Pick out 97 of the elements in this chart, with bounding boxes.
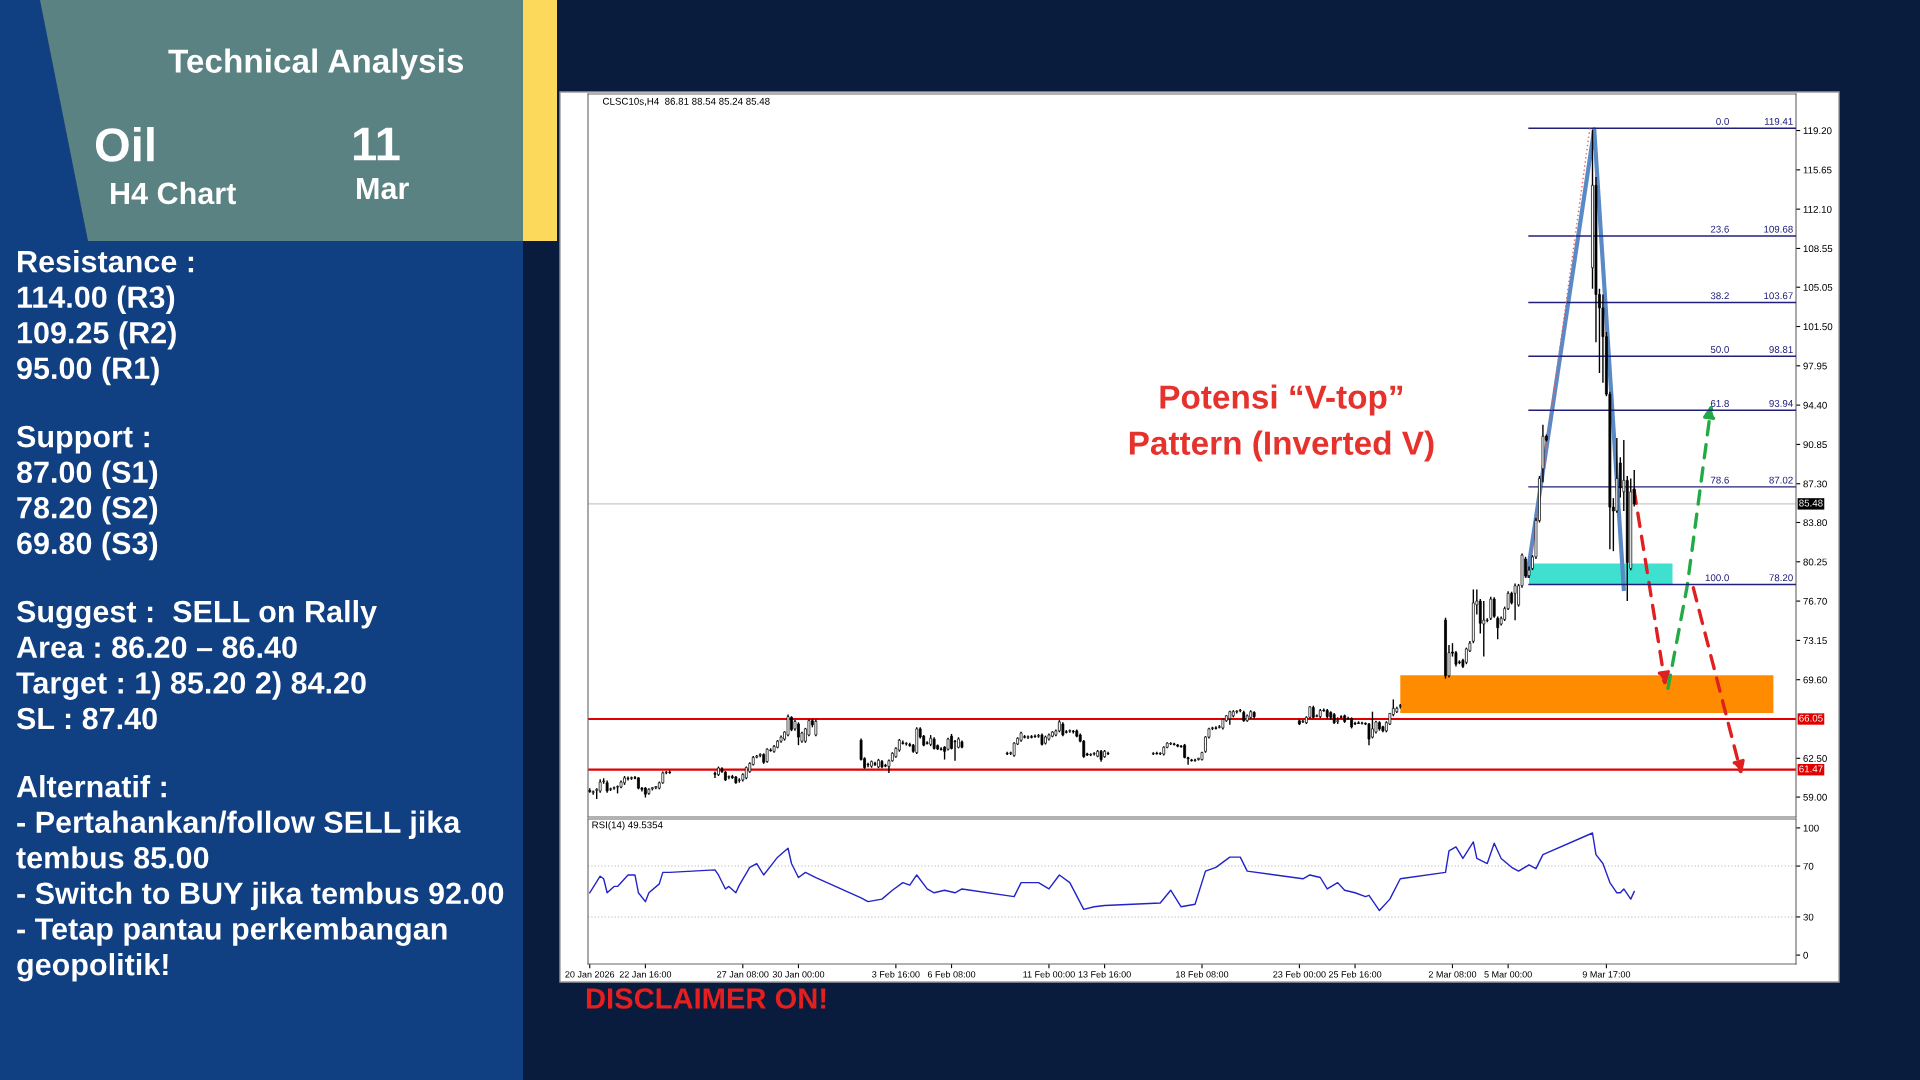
series-label: 100.0	[1705, 574, 1729, 582]
series-label: 50.0	[1710, 346, 1729, 353]
candlestick	[1057, 719, 1061, 733]
y-tick-label: 119.20	[1803, 127, 1832, 135]
candlestick	[790, 715, 793, 732]
y-tick-label: 87.30	[1803, 480, 1827, 488]
candlestick	[1051, 730, 1054, 738]
candlestick	[1444, 617, 1447, 680]
text: Support : 87.00 (S1) 78.20 (S2) 69.80 (S3)	[16, 425, 158, 561]
data-label: 109.68	[1764, 225, 1793, 233]
candlestick	[1492, 596, 1496, 619]
x-tick-label: 3 Feb 16:00	[872, 970, 920, 978]
x-tick-label: 22 Jan 16:00	[619, 971, 672, 978]
x-tick-label: 23 Feb 00:00	[1273, 970, 1326, 978]
series-label: 78.6	[1710, 476, 1729, 484]
data-label: 103.67	[1764, 292, 1793, 300]
x-tick-label: 11 Feb 00:00	[1023, 970, 1075, 978]
candlestick	[644, 786, 647, 799]
y-tick-label: 59.00	[1803, 793, 1827, 801]
candlestick	[1513, 582, 1517, 621]
text: Mar	[357, 177, 409, 200]
x-tick-label: 25 Feb 16:00	[1328, 970, 1382, 978]
series-label: 38.2	[1710, 292, 1729, 300]
candlestick	[870, 759, 873, 769]
y-tick-label: 0	[1803, 951, 1808, 959]
y-tick-label: 83.80	[1803, 519, 1827, 527]
candlestick	[1357, 720, 1360, 725]
y-tick-label: 105.05	[1803, 283, 1833, 291]
x-tick-label: 2 Mar 08:00	[1428, 971, 1477, 978]
candlestick	[1298, 718, 1301, 726]
y-tick-label: 94.40	[1803, 401, 1827, 409]
candlestick	[1489, 595, 1493, 621]
text: H4 Chart	[111, 181, 236, 205]
annotation: Potensi “V-top” Pattern (Inverted V)	[1129, 384, 1434, 462]
y-tick-label: 101.50	[1803, 323, 1833, 331]
x-tick-label: 18 Feb 08:00	[1176, 970, 1229, 978]
candlestick	[1371, 711, 1374, 740]
candlestick	[623, 775, 626, 786]
y-tick-label: 76.70	[1803, 597, 1827, 605]
ref-line-label: 85.48	[1799, 499, 1823, 507]
candlestick	[1030, 734, 1033, 740]
y-tick-label: 62.50	[1803, 755, 1827, 762]
text: Suggest : SELL on Rally Area : 86.20 – 86.40 Target : 1) 85.20 2) 84.20 SL : 87.40	[16, 600, 377, 730]
y-tick-label: 30	[1803, 913, 1814, 921]
candlestick	[1103, 749, 1106, 759]
line-series	[589, 832, 1635, 912]
x-tick-label: 27 Jan 08:00	[717, 971, 769, 978]
candlestick	[637, 776, 640, 791]
text: Technical Analysis	[168, 48, 464, 80]
data-label: 78.20	[1769, 574, 1793, 582]
y-tick-label: 70	[1803, 862, 1814, 870]
x-tick-label: 6 Feb 08:00	[927, 970, 976, 978]
y-tick-label: 115.65	[1803, 166, 1832, 174]
candlestick	[1301, 719, 1305, 724]
y-tick-label: 69.60	[1803, 676, 1827, 684]
text: Resistance : 114.00 (R3) 109.25 (R2) 95.00 (R1)	[17, 250, 194, 386]
x-tick-label: 9 Mar 17:00	[1582, 971, 1631, 978]
annotation: CLSC10s,H4 86.81 88.54 85.24 85.48	[602, 97, 770, 106]
y-tick-label: 100	[1803, 824, 1819, 832]
ref-line-label: 66.05	[1799, 714, 1823, 722]
data-label: 87.02	[1769, 476, 1793, 484]
series-label: 0.0	[1716, 118, 1729, 125]
y-tick-label: 80.25	[1803, 558, 1827, 566]
candlestick	[1183, 743, 1186, 760]
candlestick	[724, 770, 727, 782]
x-tick-label: 5 Mar 00:00	[1484, 971, 1532, 978]
series-label: 23.6	[1710, 225, 1729, 233]
text: 11	[353, 127, 400, 161]
y-tick-label: 97.95	[1803, 362, 1827, 370]
candlestick	[877, 758, 880, 769]
data-label: 119.41	[1764, 118, 1793, 125]
text: Oil	[95, 126, 154, 162]
candlestick	[630, 775, 633, 781]
data-label: 93.94	[1769, 400, 1793, 407]
candlestick	[1378, 720, 1381, 732]
candlestick	[1350, 716, 1353, 730]
candlestick	[884, 763, 887, 768]
ref-line-label: 61.47	[1799, 765, 1823, 773]
candlestick	[616, 784, 619, 795]
x-tick-label: 20 Jan 2026	[565, 971, 615, 978]
candlestick	[1023, 734, 1026, 740]
candlestick	[1044, 734, 1047, 746]
text: Alternatif : - Pertahankan/follow SELL jika tembus 85.00 - Switch to BUY jika tembus 92.00 - Tetap pantau perkembangan geopolitik!	[16, 775, 504, 982]
y-tick-label: 73.15	[1803, 637, 1827, 645]
y-tick-label: 90.85	[1803, 441, 1827, 449]
data-label: 98.81	[1769, 346, 1793, 353]
x-tick-label: 13 Feb 16:00	[1078, 970, 1131, 978]
series-label: 61.8	[1710, 400, 1729, 407]
candlestick	[953, 739, 957, 762]
candlestick	[776, 739, 779, 750]
x-tick-label: 30 Jan 00:00	[772, 971, 825, 978]
candlestick	[797, 721, 800, 746]
text: DISCLAIMER ON!	[586, 988, 826, 1009]
candlestick	[717, 765, 720, 777]
y-tick-label: 108.55	[1803, 245, 1833, 253]
chart-title: RSI(14) 49.5354	[592, 821, 663, 831]
y-tick-label: 112.10	[1803, 205, 1832, 213]
